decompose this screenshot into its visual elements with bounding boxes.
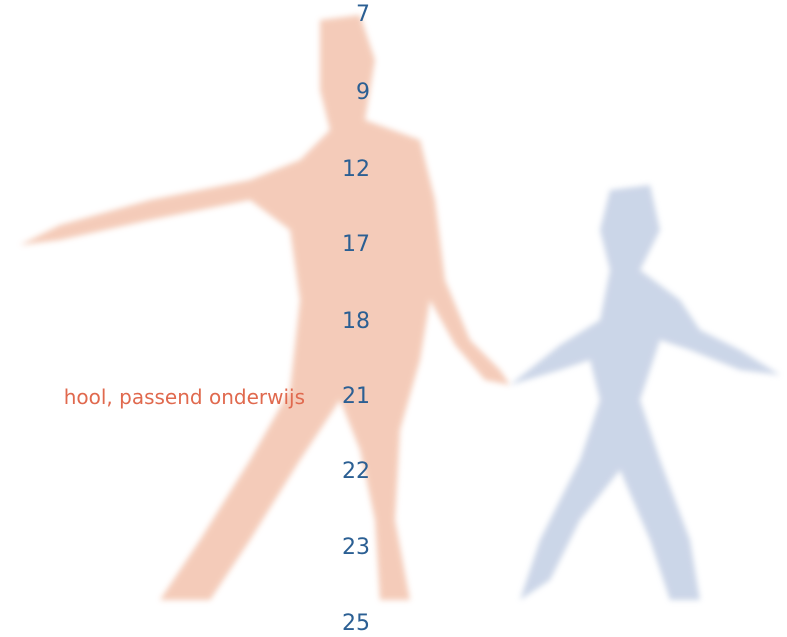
page-number: 22 (342, 459, 370, 485)
page-number: 21 (342, 384, 370, 410)
background-illustration (0, 0, 787, 623)
page-number: 25 (342, 611, 370, 637)
page-number: 18 (342, 309, 370, 335)
page-number: 7 (356, 2, 370, 28)
child-figure (510, 185, 780, 600)
page-number: 12 (342, 157, 370, 183)
toc-page: {"toc": {"entries": [ {"page": 7}, {"pag… (0, 0, 787, 623)
page-number: 23 (342, 535, 370, 561)
entry-title: hool, passend onderwijs (64, 384, 305, 410)
page-number: 9 (356, 80, 370, 106)
page-number: 17 (342, 232, 370, 258)
adult-figure (20, 15, 510, 600)
